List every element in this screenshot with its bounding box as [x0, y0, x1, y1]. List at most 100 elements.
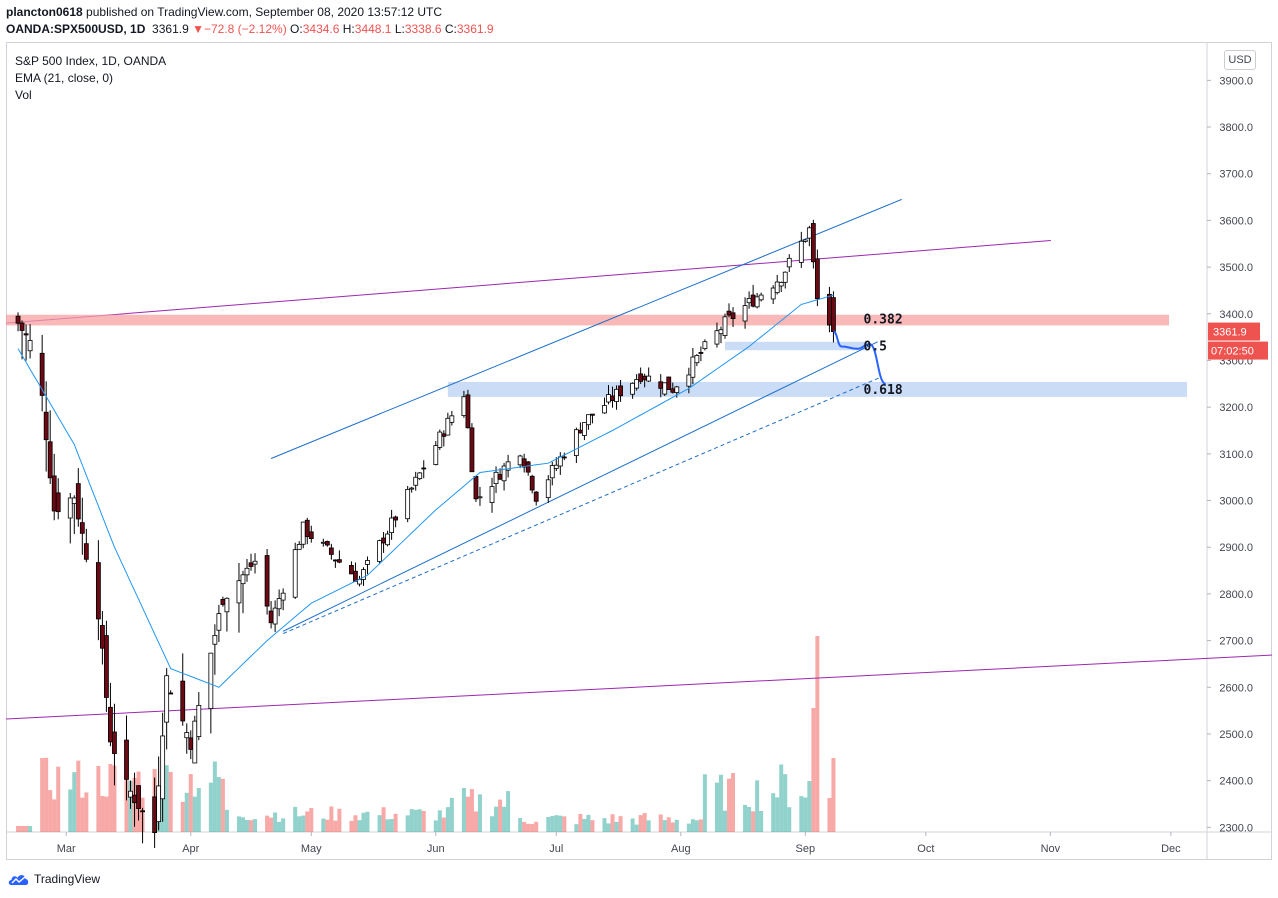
candle-body: [67, 497, 73, 519]
candle-body: [79, 522, 85, 534]
channel-lower-line: [282, 341, 878, 632]
candle-body: [349, 564, 354, 575]
volume-bar: [727, 778, 732, 832]
candle-body: [236, 580, 242, 604]
volume-bar: [389, 819, 394, 832]
volume-bar: [321, 818, 326, 832]
volume-bar: [578, 814, 583, 832]
volume-bar: [702, 774, 707, 832]
candle-body: [104, 635, 109, 698]
candle-body: [95, 562, 101, 620]
volume-bar: [333, 820, 338, 832]
candle-body: [83, 543, 89, 560]
candle-body: [698, 352, 704, 354]
volume-bar: [164, 765, 169, 832]
last-price: 3361.9: [152, 22, 189, 36]
candle-body: [437, 431, 443, 448]
x-tick-label: Dec: [1161, 843, 1181, 855]
candle-body: [381, 537, 386, 544]
volume-bar: [377, 815, 382, 832]
candle-body: [505, 461, 511, 471]
candle-body: [224, 597, 230, 613]
candle-body: [718, 329, 724, 335]
legend-ema[interactable]: EMA (21, close, 0): [15, 71, 114, 85]
x-tick-label: Jul: [549, 843, 563, 855]
candle-body: [377, 540, 382, 562]
candle-body: [806, 227, 812, 239]
x-tick-label: May: [301, 843, 322, 855]
candle-body: [409, 487, 415, 490]
y-tick-label: 3000.0: [1219, 496, 1253, 508]
volume-bar: [658, 814, 663, 832]
last-price-tag-text: 3361.9: [1213, 327, 1247, 339]
candle-body: [746, 298, 752, 304]
volume-bar: [694, 820, 699, 832]
candle-body: [618, 385, 623, 397]
purple-trendline-lower: [5, 654, 1273, 720]
volume-bar: [393, 813, 398, 832]
candle-body: [385, 533, 390, 546]
fib-zone-0-5: [724, 341, 866, 351]
candle-body: [666, 376, 672, 391]
candle-body: [742, 305, 748, 322]
candle-body: [831, 297, 836, 332]
legend-title[interactable]: S&P 500 Index, 1D, OANDA: [15, 54, 167, 68]
candle-body: [252, 560, 258, 565]
volume-bar: [108, 763, 113, 832]
candle-body: [336, 559, 342, 563]
candle-body: [220, 598, 226, 605]
candle-body: [413, 476, 419, 486]
x-tick-label: Aug: [671, 843, 691, 855]
volume-bar: [212, 761, 217, 832]
volume-bar: [48, 790, 53, 832]
high-value: 3448.1: [354, 22, 392, 36]
volume-bar: [610, 814, 615, 832]
y-tick-label: 2500.0: [1219, 729, 1253, 741]
volume-bar: [104, 796, 109, 832]
candle-body: [549, 465, 555, 479]
legend-vol[interactable]: Vol: [15, 88, 32, 102]
volume-bar: [807, 781, 812, 832]
candle-body: [417, 472, 423, 480]
y-tick-label: 3600.0: [1219, 215, 1253, 227]
candle-body: [276, 598, 282, 610]
candle-body: [47, 441, 53, 479]
volume-bar: [96, 766, 101, 832]
volume-bar: [249, 820, 254, 832]
volume-bar: [550, 816, 555, 832]
resistance-zone: [6, 314, 1169, 326]
candle-body: [726, 310, 732, 316]
volume-bar: [245, 820, 250, 832]
candle-body: [561, 456, 567, 459]
volume-bar: [469, 789, 474, 832]
candle-body: [449, 415, 455, 423]
volume-bar: [269, 817, 274, 832]
volume-bar: [494, 806, 499, 832]
candle-body: [100, 625, 105, 649]
volume-bar: [582, 818, 587, 832]
x-tick-label: Nov: [1041, 843, 1061, 855]
low-label: L:: [394, 22, 405, 36]
candle-body: [465, 394, 471, 429]
tradingview-cloud-icon: [8, 875, 29, 885]
candle-body: [433, 445, 439, 465]
volume-bar: [405, 815, 410, 832]
candle-body: [545, 479, 551, 498]
candle-body: [529, 475, 535, 491]
candle-body: [774, 281, 780, 294]
author[interactable]: plancton0618: [6, 5, 83, 19]
candle-body: [489, 486, 495, 504]
volume-bar: [184, 792, 189, 832]
volume-bar: [718, 774, 723, 832]
ema-line: [17, 294, 834, 688]
candle-body: [722, 316, 728, 336]
volume-bar: [755, 780, 760, 832]
currency-button[interactable]: USD: [1224, 50, 1256, 70]
countdown-tag: [1208, 341, 1268, 360]
volume-bar: [361, 812, 366, 832]
publish-info: plancton0618 published on TradingView.co…: [6, 5, 442, 19]
candle-body: [582, 422, 587, 436]
candle-body: [577, 429, 583, 434]
candle-body: [240, 574, 246, 585]
